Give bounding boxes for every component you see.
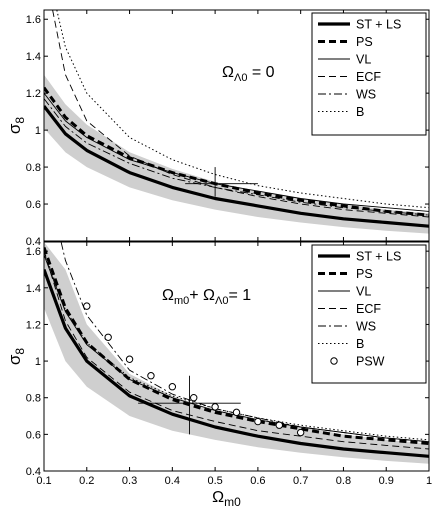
x-tick-label: 0.6: [250, 475, 265, 487]
axes-frame: [43, 9, 430, 242]
series-psw-point: [190, 394, 198, 402]
legend-label: ST + LS: [356, 18, 401, 32]
legend-label: WS: [356, 88, 376, 102]
x-tick-label: 0.4: [165, 475, 180, 487]
y-axis-label: σ8: [5, 348, 27, 366]
x-tick-label: 1: [426, 475, 432, 487]
series-ecf-line: [52, 10, 429, 218]
y-tick-label: 0.6: [26, 199, 41, 211]
legend-label: PS: [356, 267, 373, 281]
x-tick-label: 0.5: [207, 475, 222, 487]
series-st-ls-line: [44, 268, 429, 458]
legend-label: PS: [356, 35, 373, 49]
y-tick-label: 1.4: [26, 283, 41, 295]
x-tick-label: 0.8: [336, 475, 351, 487]
series-st-ls-line: [44, 105, 429, 228]
y-tick-label: 1.2: [26, 319, 41, 331]
legend-label: B: [356, 105, 364, 119]
legend: ST + LS PS VL ECF WS B: [311, 12, 427, 136]
y-tick-label: 1: [35, 356, 41, 368]
legend-label: ECF: [356, 302, 381, 316]
series-psw-point: [254, 417, 262, 426]
series-psw-point: [125, 355, 134, 363]
series-psw-point: [168, 383, 177, 391]
series-psw-point: [232, 408, 241, 417]
y-tick-label: 1.6: [26, 246, 41, 258]
legend-label: ST + LS: [356, 250, 401, 264]
legend-box: [311, 12, 427, 136]
legend-label: WS: [356, 320, 376, 334]
uncertainty-band: [44, 242, 429, 464]
series-psw-point: [104, 333, 112, 341]
axes-frame: [43, 241, 430, 472]
series-psw-point: [275, 421, 283, 429]
series-b-line: [56, 10, 429, 209]
legend-swatch: [330, 357, 338, 365]
x-tick-label: 0.1: [36, 475, 51, 487]
series-psw-point: [296, 428, 305, 437]
panel-annotation: Ωm0+ ΩΛ0= 1: [162, 287, 251, 307]
y-tick-label: 1.4: [26, 51, 41, 63]
plot-area: [44, 242, 429, 464]
series-psw-point: [83, 302, 91, 310]
y-axis-label: σ8: [5, 117, 27, 135]
bottom-panel: 0.4 0.6 0.8 1 1.2 1.4 1.6 0.1 0.2 0.3 0.4 0.5 0.6 0.7…: [5, 241, 432, 509]
x-tick-label: 0.3: [122, 475, 137, 487]
top-panel: 0.4 0.6 0.8 1 1.2 1.4 1.6 σ8 ΩΛ0 = 0 ST + LS PS VL E…: [5, 9, 430, 248]
y-tick-label: 0.4: [26, 466, 41, 478]
y-tick-label: 1.6: [26, 14, 41, 26]
y-tick-label: 1.2: [26, 88, 41, 100]
x-axis-label: Ωm0: [212, 489, 241, 509]
panel-annotation: ΩΛ0 = 0: [222, 64, 275, 84]
legend-label: VL: [356, 53, 371, 67]
y-tick-label: 1: [35, 125, 41, 137]
y-tick-label: 0.8: [26, 162, 41, 174]
series-ecf-line: [44, 251, 429, 450]
y-tick-label: 0.4: [26, 236, 41, 248]
y-tick-label: 0.8: [26, 393, 41, 405]
legend-label: ECF: [356, 70, 381, 84]
legend: ST + LS PS VL ECF WS B PSW: [311, 244, 427, 384]
legend-label: B: [356, 337, 364, 351]
y-tick-label: 0.6: [26, 429, 41, 441]
legend-label: PSW: [356, 355, 385, 369]
series-psw-point: [147, 372, 155, 380]
legend-label: VL: [356, 285, 371, 299]
x-tick-label: 0.9: [379, 475, 394, 487]
x-tick-label: 0.7: [293, 475, 308, 487]
series-psw-point: [211, 403, 219, 411]
plot-area: [44, 10, 429, 234]
x-tick-label: 0.2: [79, 475, 94, 487]
